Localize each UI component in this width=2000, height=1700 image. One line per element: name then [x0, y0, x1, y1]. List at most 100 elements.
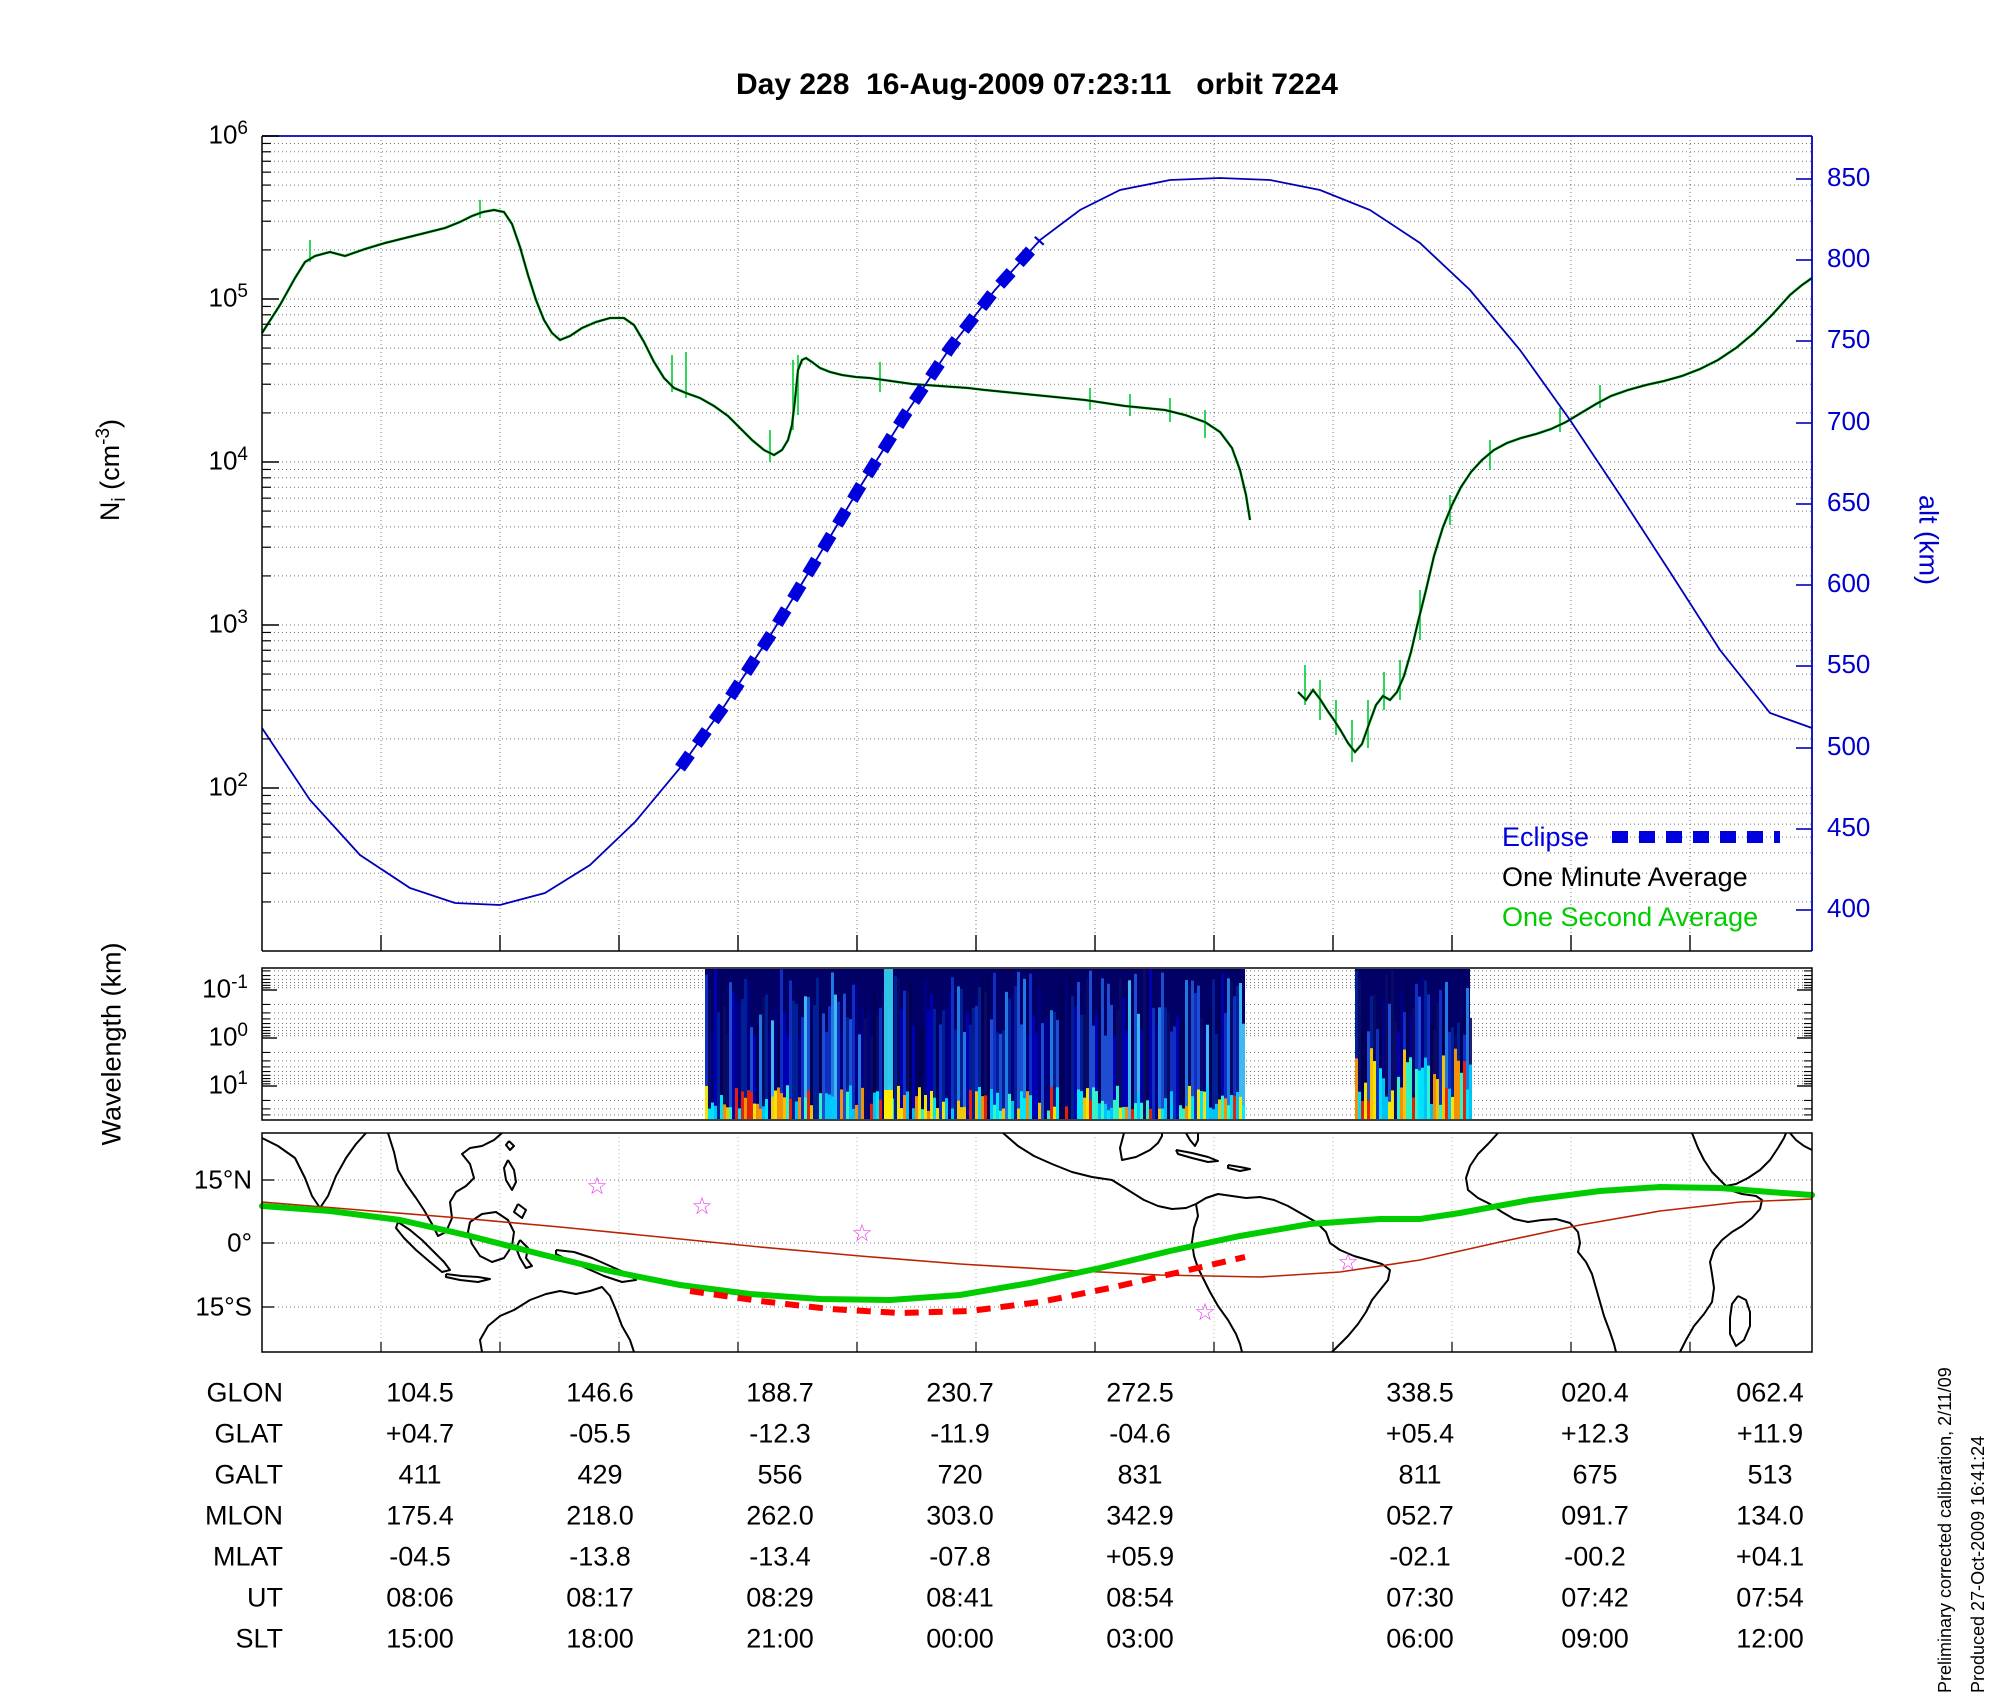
spectrogram-hot-streak [1397, 1076, 1400, 1119]
spectrogram-streak [1221, 973, 1224, 1119]
spectrogram-streak [834, 994, 837, 1119]
spectrogram-streak [1104, 1035, 1107, 1119]
spectrogram-hot-streak [783, 1097, 786, 1119]
spectrogram-hot-streak [759, 1108, 762, 1119]
spectrogram-hot-streak [1218, 1099, 1221, 1119]
spectrogram-streak [1059, 984, 1062, 1119]
table-row-label: GLON [206, 1377, 283, 1408]
spectrogram-hot-streak [1430, 1103, 1433, 1119]
spectrogram-hot-streak [720, 1094, 723, 1119]
spectrogram-hot-streak [1457, 1060, 1460, 1119]
spectrogram-streak [1041, 1023, 1044, 1119]
spectrogram-streak [975, 1005, 978, 1119]
table-cell: 675 [1572, 1459, 1618, 1490]
table-cell: 08:06 [386, 1582, 454, 1613]
spectrogram-streak [939, 1024, 942, 1119]
spectrogram-hot-streak [999, 1110, 1002, 1119]
spectrogram-hot-streak [1107, 1110, 1110, 1119]
spectrogram-streak [1242, 1023, 1245, 1119]
spectrogram-streak [1020, 1024, 1023, 1119]
spectrogram-hot-streak [765, 1098, 768, 1119]
spectrogram-hot-streak [1122, 1107, 1125, 1119]
legend-one-minute-label: One Minute Average [1502, 862, 1748, 892]
spectrogram-hot-streak [990, 1088, 993, 1119]
spectrogram-hot-streak [978, 1087, 981, 1119]
spectrogram-streak [780, 969, 783, 1119]
spectrogram-hot-streak [1427, 1065, 1430, 1119]
spectrogram-hot-streak [1448, 1088, 1451, 1119]
coastline [1725, 1132, 1787, 1187]
coastline [513, 1203, 527, 1219]
spectrogram-streak [1101, 978, 1104, 1119]
spectrogram-hot-streak [819, 1093, 822, 1119]
spectrogram-hot-streak [1400, 1087, 1403, 1119]
spectrogram-streak [1400, 993, 1403, 1119]
table-row-label: GLAT [214, 1418, 283, 1449]
table-cell: +04.1 [1735, 1541, 1805, 1572]
spectrogram-streak [840, 1030, 843, 1119]
spectrogram-streak [1065, 981, 1068, 1119]
spectrogram-hot-streak [912, 1108, 915, 1119]
spectrogram-hot-streak [1095, 1091, 1098, 1119]
spectrogram-streak [1191, 980, 1194, 1119]
spectrogram-streak [1406, 983, 1409, 1119]
spectrogram-streak [990, 1019, 993, 1119]
table-cell: 556 [757, 1459, 803, 1490]
table-cell: 07:42 [1561, 1582, 1629, 1613]
spectrogram-hot-streak [1050, 1086, 1053, 1119]
coastline [261, 1132, 367, 1209]
spectrogram-streak [1098, 984, 1101, 1119]
spectrogram-streak [741, 999, 744, 1119]
spectrogram-hot-streak [1355, 1058, 1358, 1119]
spectrogram-hot-streak [1002, 1108, 1005, 1119]
spectrogram-streak [969, 1024, 972, 1119]
spectrogram-streak [708, 989, 711, 1119]
spectrogram-hot-streak [993, 1104, 996, 1119]
spectrogram-streak [1092, 1025, 1095, 1119]
spectrogram-hot-streak [906, 1091, 909, 1119]
spectrogram-streak [1188, 985, 1191, 1119]
spectrogram-hot-streak [798, 1097, 801, 1119]
table-cell: -13.4 [749, 1541, 811, 1572]
spectrogram-hot-streak [1110, 1107, 1113, 1119]
spectrogram-streak [1035, 1032, 1038, 1119]
spectrogram-hot-streak [804, 1097, 807, 1119]
spectrogram-streak [1137, 1013, 1140, 1119]
spectrogram-streak [738, 1001, 741, 1119]
coastline [1227, 1164, 1251, 1172]
spectrogram-streak [1209, 1005, 1212, 1119]
spectrogram-hot-streak [774, 1090, 777, 1119]
alt-tick-label: 600 [1827, 568, 1871, 598]
coastline [1175, 1149, 1219, 1163]
spectrogram-streak [930, 994, 933, 1119]
spectrogram-streak [759, 1014, 762, 1119]
spectrogram-hot-streak [807, 1090, 810, 1119]
alt-tick-label: 400 [1827, 893, 1871, 923]
spectrogram-hot-streak [897, 1085, 900, 1119]
table-cell: +04.7 [385, 1418, 455, 1449]
coastline [395, 1221, 451, 1273]
alt-tick-label: 650 [1827, 487, 1871, 517]
table-cell: 21:00 [746, 1623, 814, 1654]
spectrogram-hot-streak [744, 1097, 747, 1119]
table-cell: 303.0 [926, 1500, 994, 1531]
alt-tick-label: 700 [1827, 406, 1871, 436]
spectrogram-streak [1116, 1009, 1119, 1119]
spectrogram-streak [816, 977, 819, 1119]
spectrogram-streak [1173, 1026, 1176, 1119]
spectrogram-hot-streak [1361, 1100, 1364, 1119]
spectrogram-streak [1077, 981, 1080, 1119]
spectrogram-hot-streak [1083, 1097, 1086, 1119]
spectrogram-hot-streak [996, 1092, 999, 1119]
spectrogram-streak [1424, 980, 1427, 1119]
density-tick-label: 104 [208, 444, 249, 476]
table-cell: 08:54 [1106, 1582, 1174, 1613]
spectrogram-hot-streak [921, 1109, 924, 1119]
spectrogram-streak [1047, 1019, 1050, 1119]
spectrogram-streak [1083, 1013, 1086, 1119]
spectrogram-streak [921, 1024, 924, 1119]
spectrogram-hot-streak [870, 1103, 873, 1119]
table-cell: 188.7 [746, 1377, 814, 1408]
spectrogram-hot-streak [1188, 1085, 1191, 1119]
